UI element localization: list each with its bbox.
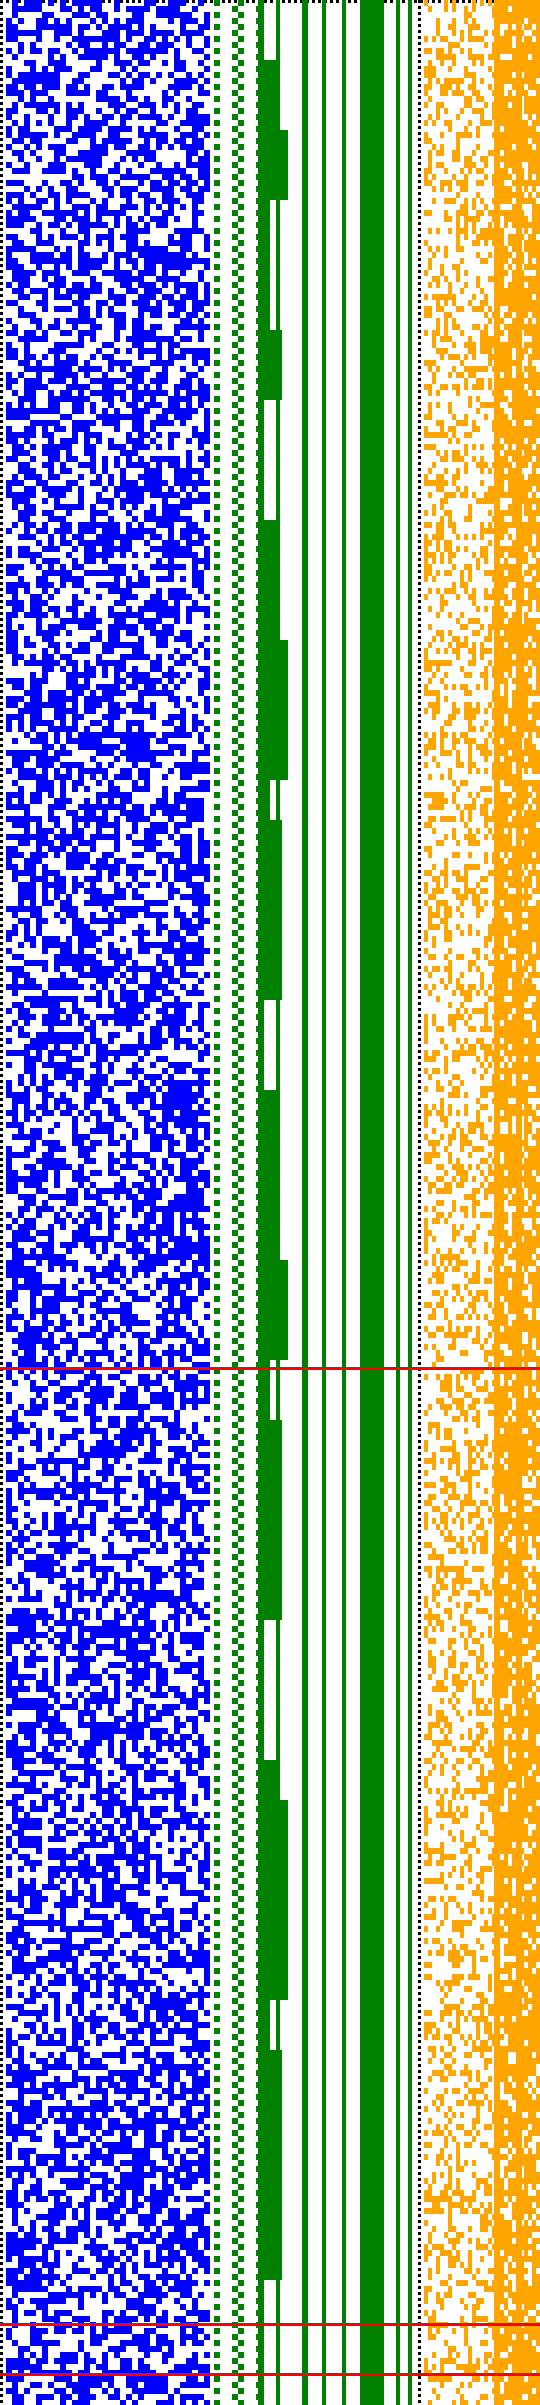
pattern-canvas <box>0 0 540 2405</box>
bit-pattern-visualization <box>0 0 540 2405</box>
